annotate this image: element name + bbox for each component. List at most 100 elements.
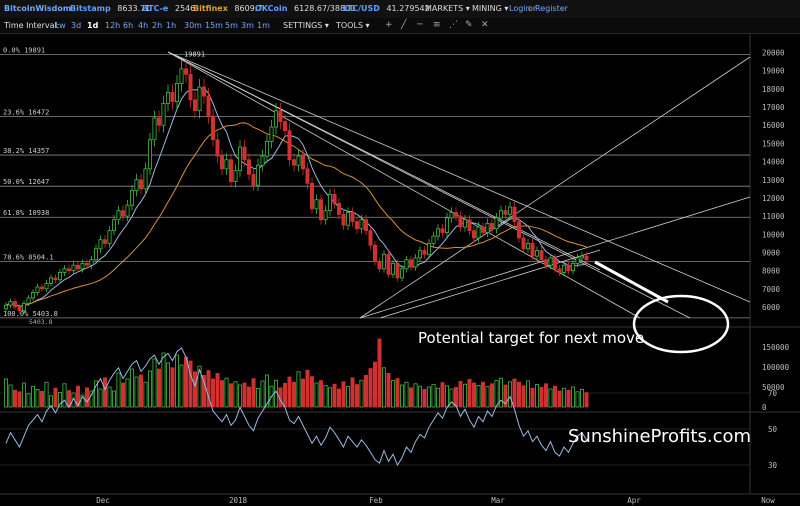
settings-menu[interactable]: SETTINGS ▾ (283, 21, 329, 30)
exchange-ticker-btce[interactable]: BTC-e 2546 (142, 0, 195, 18)
volume-bar (30, 386, 35, 408)
volume-bar (345, 386, 350, 408)
volume-bar (85, 387, 90, 408)
crosshair-icon[interactable]: + (385, 20, 393, 30)
volume-bar (539, 386, 544, 408)
interval-12h[interactable]: 12h (105, 21, 121, 30)
price-chart[interactable]: 0.0% 19891 23.6% 16472 38.2% 14357 50.0% 12… (0, 34, 800, 506)
tools-menu[interactable]: TOOLS ▾ (336, 21, 370, 30)
exchange-name: Bitfinex (193, 4, 228, 13)
volume-bar (12, 389, 17, 408)
volume-bar (444, 385, 449, 408)
candle-body (539, 250, 544, 261)
candle-body (480, 226, 485, 233)
volume-bar (350, 377, 355, 408)
volume-bar (251, 378, 256, 408)
candle-body (188, 73, 193, 101)
volume-bar (417, 385, 422, 408)
candle-body (535, 250, 540, 257)
candle-body (368, 230, 373, 246)
interval-30m[interactable]: 30m (184, 21, 202, 30)
volume-bar (291, 381, 296, 408)
volume-bar (121, 382, 126, 408)
volume-bar (359, 379, 364, 408)
interval-1w[interactable]: 1w (54, 21, 66, 30)
volume-bar (62, 383, 67, 408)
candle-body (417, 250, 422, 259)
volume-bar (336, 388, 341, 408)
candle-body (134, 179, 139, 192)
top-bar: BitcoinWisdom Bitstamp 8633.71 BTC-e 254… (0, 0, 800, 19)
rsi-indicator (5, 347, 587, 467)
volume-bar (237, 384, 242, 408)
exchange-ticker-bitfinex[interactable]: Bitfinex 8609.7 (193, 0, 262, 18)
volume-bar (571, 386, 576, 408)
interval-4h[interactable]: 4h (138, 21, 149, 30)
interval-15m[interactable]: 15m (205, 21, 223, 30)
volume-bar (327, 387, 332, 408)
volume-bar (494, 380, 499, 408)
volume-bar (71, 392, 76, 408)
login-link[interactable]: Login (509, 4, 531, 13)
exchange-ticker-bitstamp[interactable]: Bitstamp 8633.71 (70, 0, 150, 18)
candle-body (49, 277, 54, 284)
volume-bar (458, 380, 463, 408)
volume-bar (287, 376, 292, 408)
volume-bar (562, 387, 567, 408)
x-tick-label: 2018 (229, 496, 248, 505)
fibonacci-icon[interactable]: ≡ (433, 20, 441, 30)
volume-bar (26, 393, 31, 408)
fib-fan-icon[interactable]: ⋰ (449, 20, 458, 30)
interval-5m[interactable]: 5m (225, 21, 238, 30)
trendline-icon[interactable]: ╱ (401, 20, 407, 30)
interval-1d[interactable]: 1d (87, 21, 99, 30)
candle-body (273, 110, 278, 128)
candle-body (359, 219, 364, 230)
candle-body (255, 164, 260, 186)
candle-body (467, 219, 472, 232)
rsi-line (5, 347, 587, 467)
exchange-ticker-okcoin[interactable]: OKCoin 6128.67/38800 (255, 0, 355, 18)
candle-body (381, 253, 386, 270)
interval-2h[interactable]: 2h (152, 21, 163, 30)
volume-bar (300, 378, 305, 408)
volume-bar (224, 377, 229, 408)
interval-3m[interactable]: 3m (241, 21, 254, 30)
volume-bar (386, 372, 391, 408)
volume-bar (219, 380, 224, 408)
interval-6h[interactable]: 6h (123, 21, 134, 30)
candle-body (584, 255, 589, 261)
volume-bar (309, 376, 314, 408)
interval-1m[interactable]: 1m (257, 21, 270, 30)
trendline (167, 51, 751, 303)
register-link[interactable]: Register (535, 4, 568, 13)
markets-menu[interactable]: MARKETS ▾ (425, 4, 470, 13)
exchange-ticker-ltcusd[interactable]: LTC/USD 41.279542 (343, 0, 430, 18)
candle-body (85, 262, 90, 266)
interval-1h[interactable]: 1h (166, 21, 177, 30)
volume-bar (53, 387, 58, 408)
volume-bar (498, 377, 503, 408)
price-tick-label: 15000 (762, 139, 785, 148)
candle-body (489, 222, 494, 230)
annotation-text: Potential target for next move (418, 329, 645, 347)
candle-body (161, 103, 166, 126)
horizontal-line-icon[interactable]: ─ (417, 20, 423, 30)
volume-bar (125, 378, 130, 408)
delete-icon[interactable]: ✕ (481, 20, 489, 30)
volume-bar (489, 383, 494, 408)
volume-bar (282, 382, 287, 408)
fib-level-label: 23.6% 16472 (3, 109, 49, 117)
interval-3d[interactable]: 3d (71, 21, 82, 30)
mining-menu[interactable]: MINING ▾ (472, 4, 509, 13)
volume-bar (80, 394, 85, 408)
candle-body (246, 159, 251, 175)
brush-icon[interactable]: ✎ (465, 20, 473, 30)
candle-body (566, 264, 571, 272)
volume-bar (526, 380, 531, 408)
volume-tick-label: 50000 (762, 383, 785, 392)
candle-body (98, 239, 103, 250)
candle-body (498, 210, 503, 219)
brand-link[interactable]: BitcoinWisdom (4, 4, 72, 13)
x-tick-label: Apr (627, 496, 641, 505)
